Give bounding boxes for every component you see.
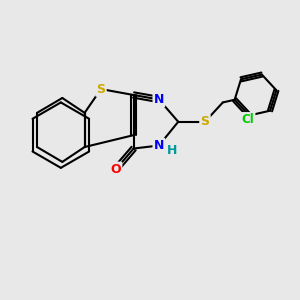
Text: H: H	[167, 143, 178, 157]
Text: N: N	[154, 139, 164, 152]
Text: S: S	[97, 82, 106, 96]
Text: S: S	[200, 115, 209, 128]
Text: Cl: Cl	[242, 113, 254, 126]
Text: N: N	[154, 93, 164, 106]
Text: O: O	[110, 163, 121, 176]
